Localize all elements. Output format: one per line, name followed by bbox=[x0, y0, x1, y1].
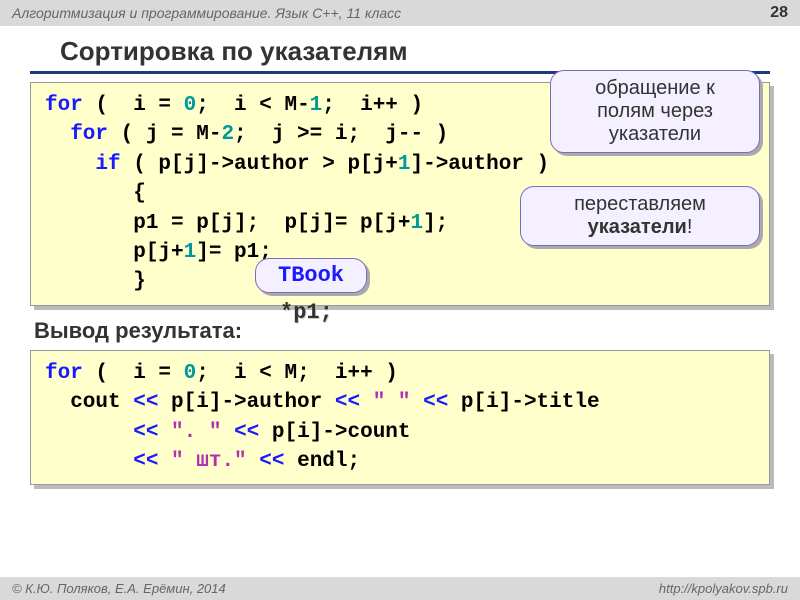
slide-footer: © К.Ю. Поляков, Е.А. Ерёмин, 2014 http:/… bbox=[0, 577, 800, 600]
code-block-output: for ( i = 0; i < M; i++ ) cout << p[i]->… bbox=[30, 350, 770, 486]
kw-for: for bbox=[45, 123, 108, 146]
slide-header: Алгоритмизация и программирование. Язык … bbox=[0, 0, 800, 26]
slide-title: Сортировка по указателям bbox=[30, 26, 770, 74]
callout-swap: переставляем указатели! bbox=[520, 186, 760, 246]
kw-for: for bbox=[45, 362, 83, 385]
page-number: 28 bbox=[770, 4, 788, 22]
kw-if: if bbox=[45, 153, 121, 176]
callout-fields: обращение к полям через указатели bbox=[550, 70, 760, 153]
output-subheading: Вывод результата: bbox=[34, 318, 770, 344]
course-label: Алгоритмизация и программирование. Язык … bbox=[12, 5, 401, 21]
kw-for: for bbox=[45, 94, 83, 117]
callout-tbook: TBook bbox=[255, 258, 367, 293]
tbook-tail: *p1; bbox=[280, 300, 333, 325]
copyright: © К.Ю. Поляков, Е.А. Ерёмин, 2014 bbox=[12, 581, 226, 596]
footer-url: http://kpolyakov.spb.ru bbox=[659, 581, 788, 596]
